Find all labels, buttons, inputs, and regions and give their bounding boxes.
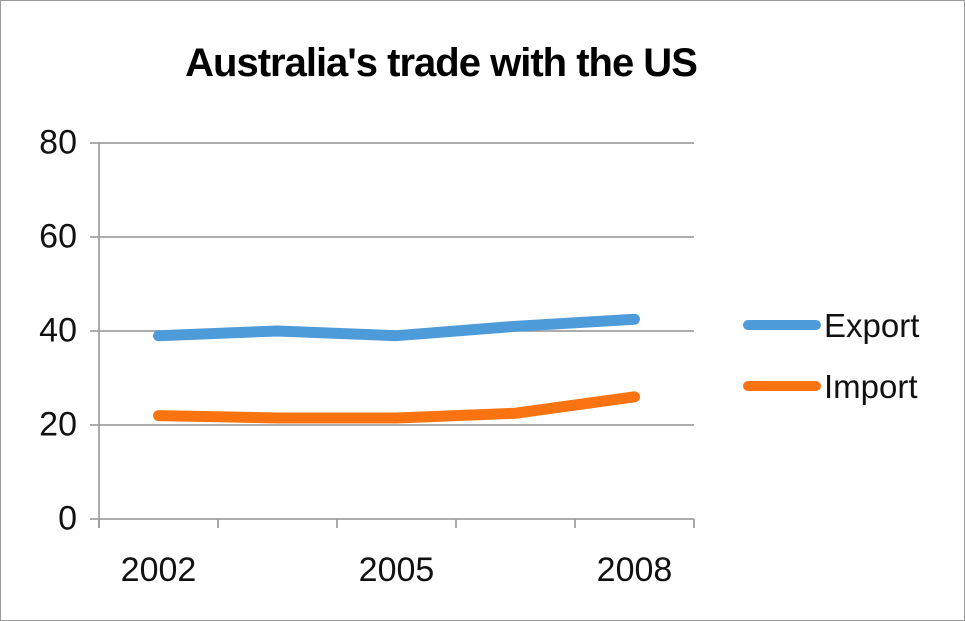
series-line-import xyxy=(153,391,640,424)
y-tick-label-60: 60 xyxy=(39,217,77,256)
y-tick-label-80: 80 xyxy=(39,123,77,162)
x-tick-label-2002: 2002 xyxy=(120,551,197,589)
legend-swatch-export xyxy=(743,320,821,330)
legend-swatch-import xyxy=(743,381,821,391)
y-tick-label-20: 20 xyxy=(39,405,77,444)
series-line-export xyxy=(153,313,640,342)
legend-item-export: Export xyxy=(743,306,919,344)
y-tick-label-0: 0 xyxy=(58,499,77,538)
chart-title: Australia's trade with the US xyxy=(185,41,698,85)
legend-label-import: Import xyxy=(824,367,918,405)
y-tick-label-40: 40 xyxy=(39,311,77,350)
x-tick-label-2008: 2008 xyxy=(596,551,673,589)
x-tick-label-2005: 2005 xyxy=(358,551,435,589)
legend-label-export: Export xyxy=(824,306,920,344)
legend-item-import: Import xyxy=(743,367,918,405)
